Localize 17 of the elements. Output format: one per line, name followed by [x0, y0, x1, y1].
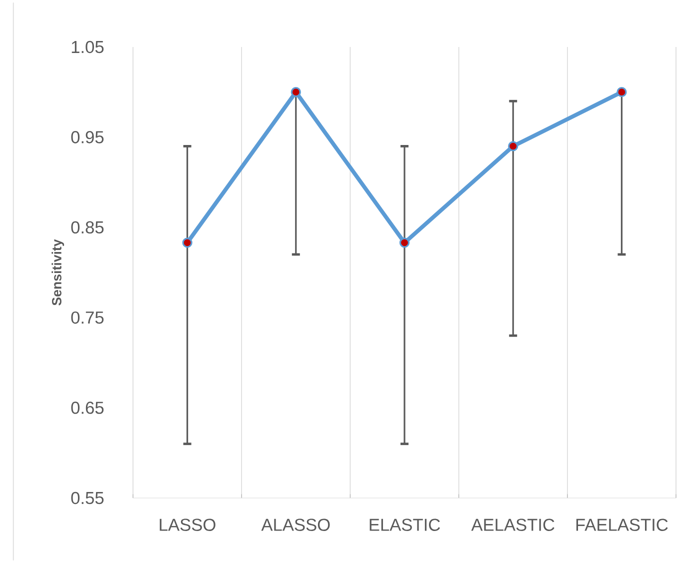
y-tick-label: 1.05 [72, 40, 104, 54]
x-tick-label: ALASSO [261, 518, 330, 531]
y-tick-label: 0.95 [71, 131, 104, 144]
x-tick-label: LASSO [160, 518, 216, 531]
point [616, 87, 627, 98]
y-tick-label: 0.85 [71, 221, 104, 234]
point [290, 87, 301, 98]
point [508, 141, 518, 152]
y-tick-label: 0.65 [71, 402, 104, 414]
y-tick-label: 0.55 [71, 492, 104, 504]
y-tick-label: 0.75 [71, 311, 104, 324]
point [182, 238, 192, 248]
x-tick-label: FAELASTIC [576, 518, 668, 531]
y-axis-title: Sensitivity [52, 239, 64, 306]
x-tick-label: AELASTIC [471, 518, 554, 531]
x-tick-label: ELASTIC [370, 518, 440, 531]
point [399, 238, 410, 248]
